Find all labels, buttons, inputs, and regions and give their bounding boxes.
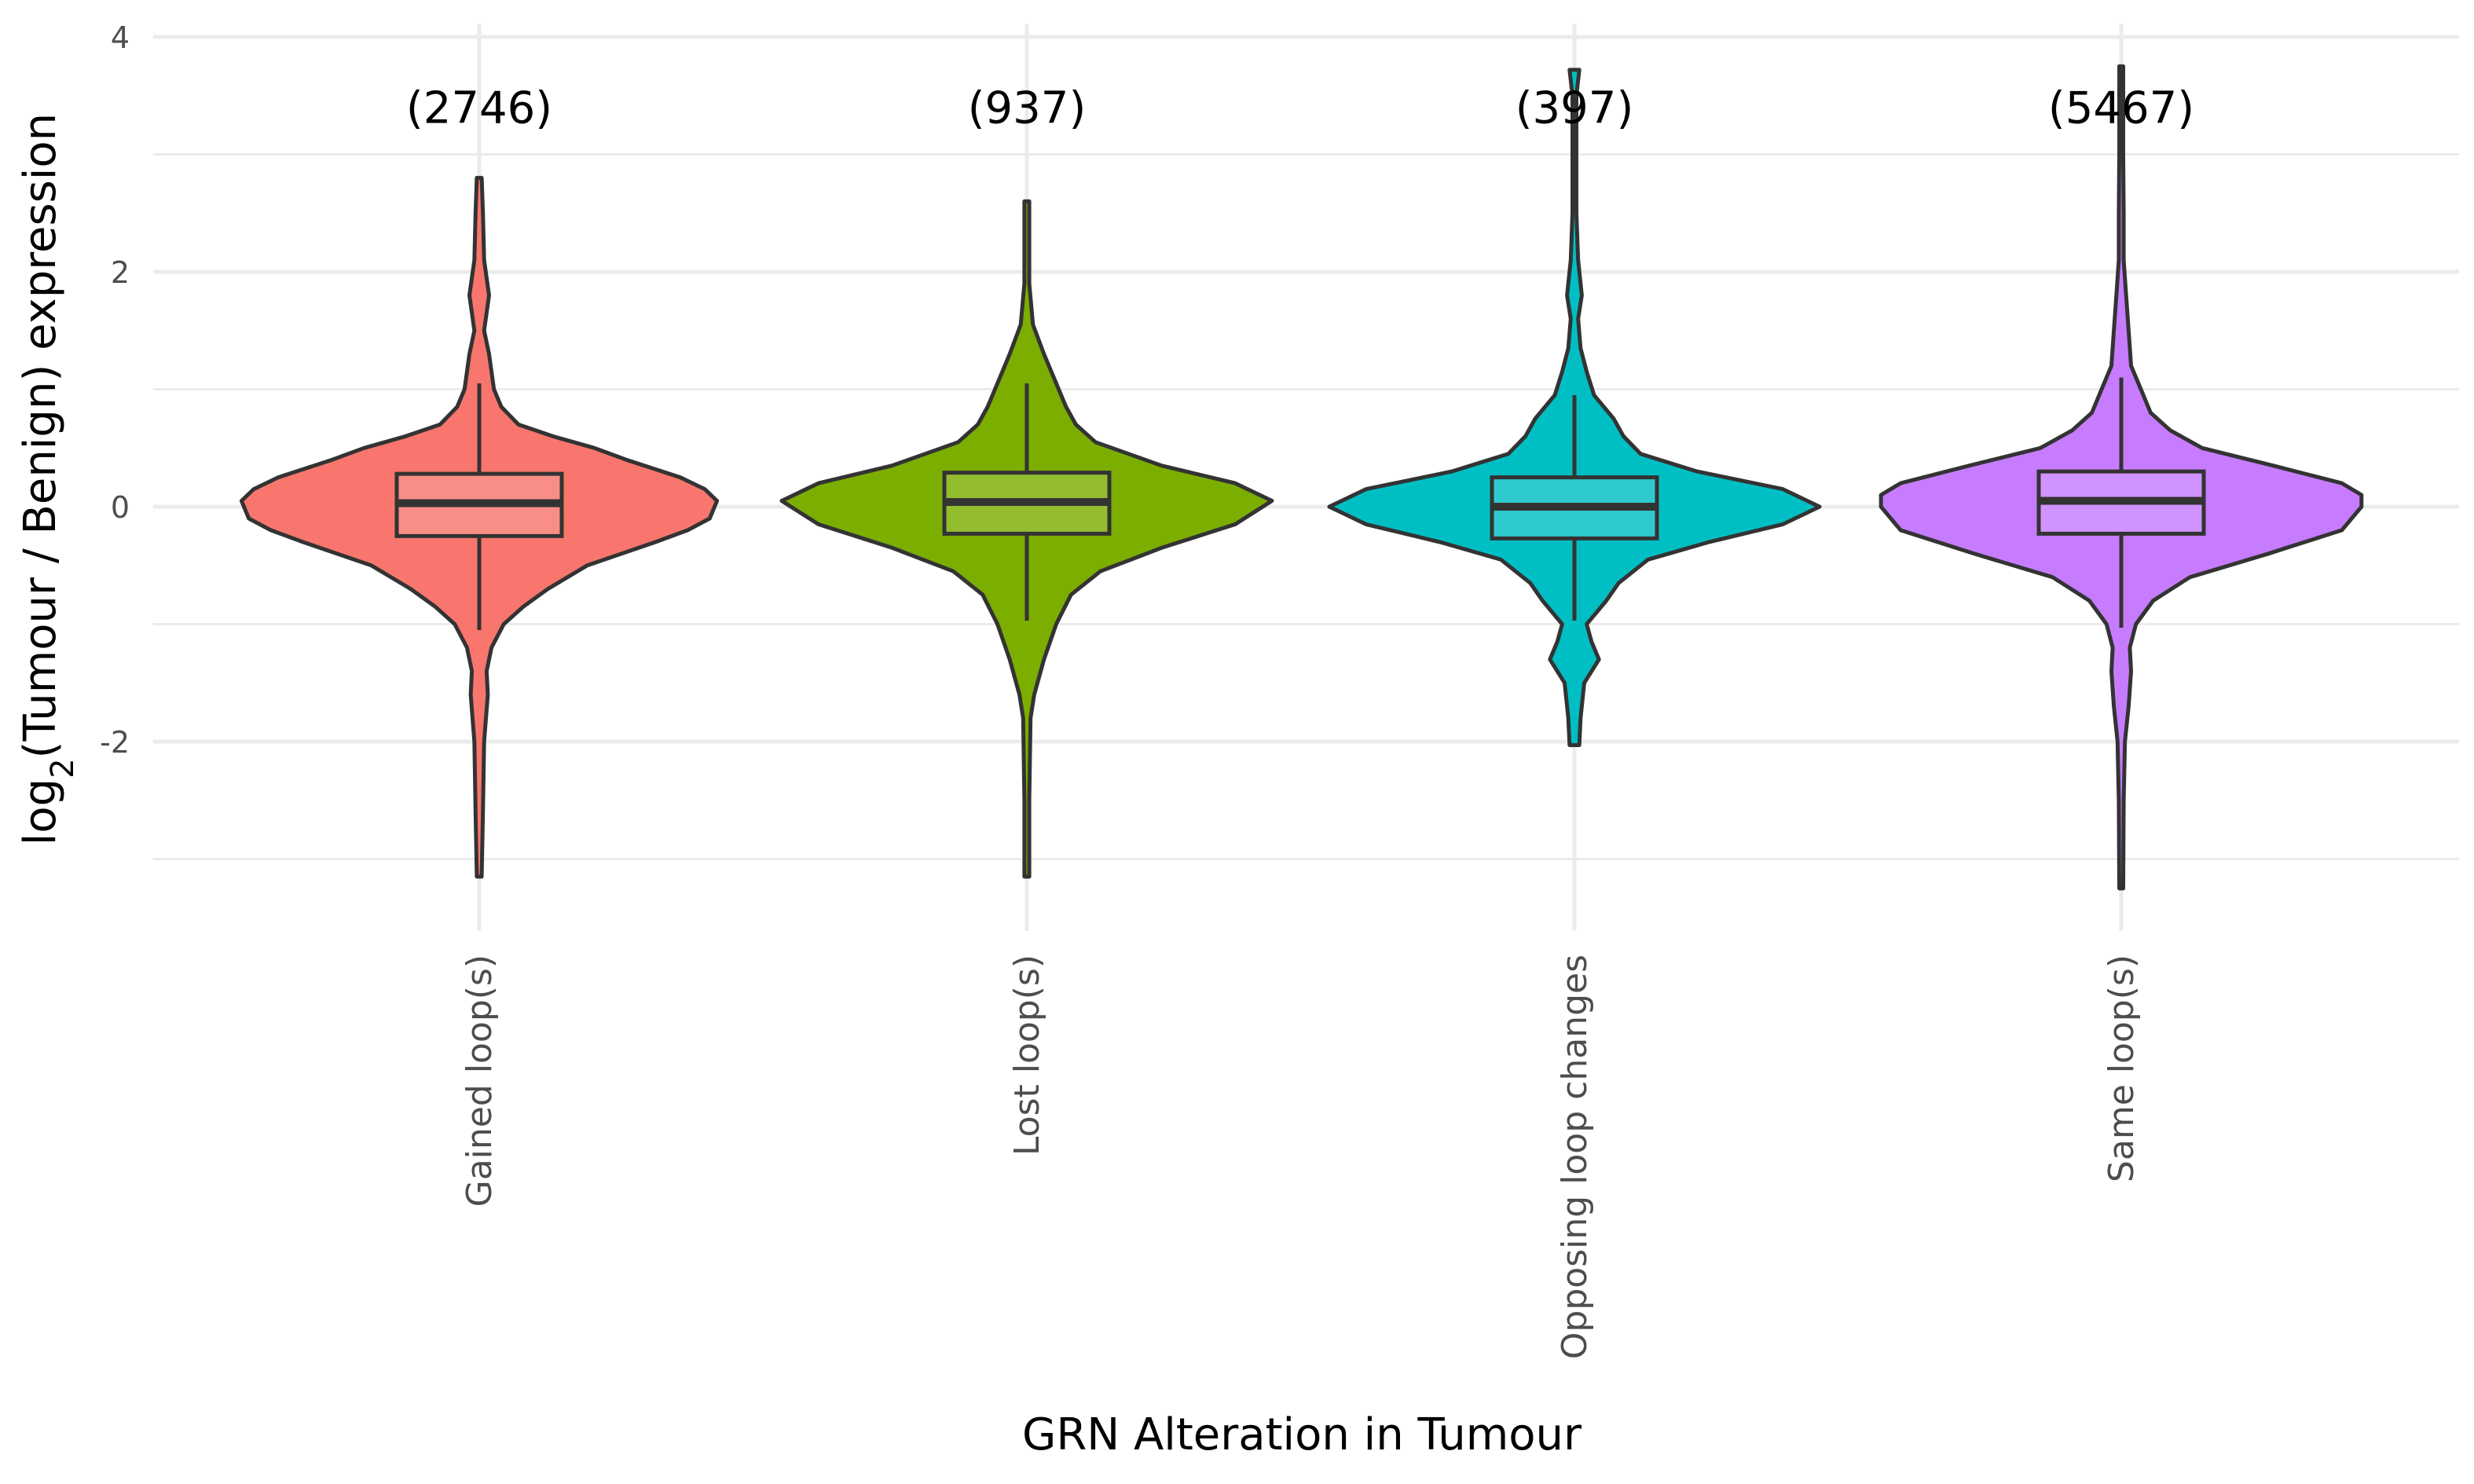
count-label: (2746) — [406, 83, 552, 134]
y-tick-label: 2 — [111, 255, 130, 290]
violin-shape — [1878, 64, 2364, 891]
y-axis-label-subscript: 2 — [45, 758, 81, 778]
x-axis-tick-labels: Gained loop(s) Lost loop(s) Opposing loop … — [460, 955, 2142, 1359]
violin-group — [1327, 68, 1822, 747]
x-tick-label: Same loop(s) — [2102, 955, 2142, 1182]
x-axis-label: GRN Alteration in Tumour — [1022, 1409, 1582, 1460]
violin-shape — [239, 175, 720, 879]
y-tick-label: 4 — [111, 20, 130, 55]
count-labels: (2746) (937) (397) (5467) — [406, 83, 2194, 134]
violin-group — [239, 175, 720, 879]
violin-group — [779, 199, 1274, 879]
count-label: (397) — [1516, 83, 1634, 134]
violins — [239, 64, 2364, 891]
y-axis-tick-labels: 4 2 0 -2 — [100, 20, 130, 760]
x-tick-label: Gained loop(s) — [460, 955, 500, 1207]
count-label: (937) — [968, 83, 1087, 134]
count-label: (5467) — [2048, 83, 2194, 134]
y-tick-label: -2 — [100, 725, 130, 760]
y-axis-label-rest: (Tumour / Benign) expression — [15, 113, 66, 759]
y-axis-label-log: log — [15, 779, 66, 845]
violin-group — [1878, 64, 2364, 891]
y-tick-label: 0 — [111, 490, 130, 525]
x-tick-label: Opposing loop changes — [1555, 955, 1595, 1359]
y-axis-label: log2(Tumour / Benign) expression — [15, 113, 81, 845]
x-tick-label: Lost loop(s) — [1007, 955, 1047, 1156]
